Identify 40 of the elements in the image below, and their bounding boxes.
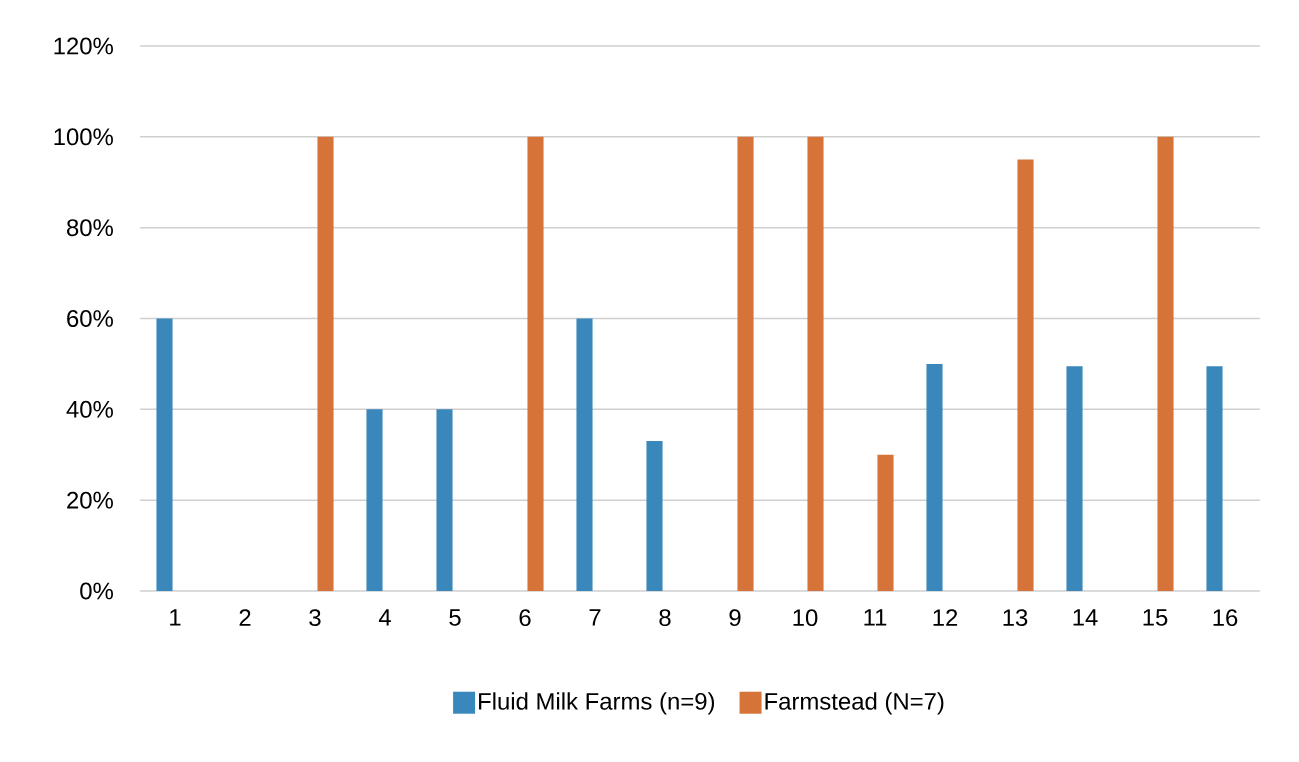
- x-tick-label: 5: [449, 609, 461, 626]
- x-tick-label: 2: [239, 609, 251, 626]
- x-tick-label: 6: [519, 609, 531, 627]
- x-tick-label: 13: [1003, 609, 1028, 627]
- x-tick-label: 12: [933, 609, 958, 626]
- x-tick-label: 15: [1143, 609, 1168, 626]
- y-tick-label: 20%: [67, 491, 113, 509]
- bar: [1206, 366, 1223, 591]
- bar: [807, 136, 824, 591]
- bar: [646, 441, 663, 591]
- x-tick-label: 7: [589, 609, 601, 626]
- bar: [1017, 159, 1034, 591]
- bar: [877, 454, 894, 591]
- x-tick-label: 8: [659, 609, 671, 627]
- y-tick-label: 0%: [80, 582, 113, 600]
- y-tick-label: 60%: [67, 310, 113, 327]
- x-tick-label: 3: [309, 609, 321, 627]
- bar: [737, 136, 754, 591]
- y-tick-label: 80%: [67, 219, 113, 237]
- x-tick-label: 1: [170, 609, 181, 626]
- x-tick-label: 16: [1213, 609, 1238, 627]
- bar: [366, 409, 383, 591]
- bar: [527, 136, 544, 591]
- y-tick-label: 100%: [54, 128, 113, 146]
- y-tick-label: 40%: [66, 400, 113, 418]
- bar: [576, 318, 593, 591]
- bar: [1066, 366, 1083, 591]
- legend-label: Farmstead (N=7): [765, 692, 944, 715]
- bar: [436, 409, 453, 591]
- bar: [926, 363, 943, 591]
- bar: [317, 136, 334, 591]
- x-tick-label: 9: [729, 609, 741, 627]
- x-tick-label: 14: [1073, 609, 1098, 626]
- bar: [156, 318, 173, 591]
- y-tick-label: 120%: [54, 37, 113, 55]
- legend-label: Fluid Milk Farms (n=9): [479, 692, 715, 715]
- x-tick-label: 10: [793, 609, 818, 627]
- x-tick-label: 4: [378, 609, 391, 626]
- bar: [1157, 136, 1174, 591]
- x-tick-label: 11: [864, 609, 887, 626]
